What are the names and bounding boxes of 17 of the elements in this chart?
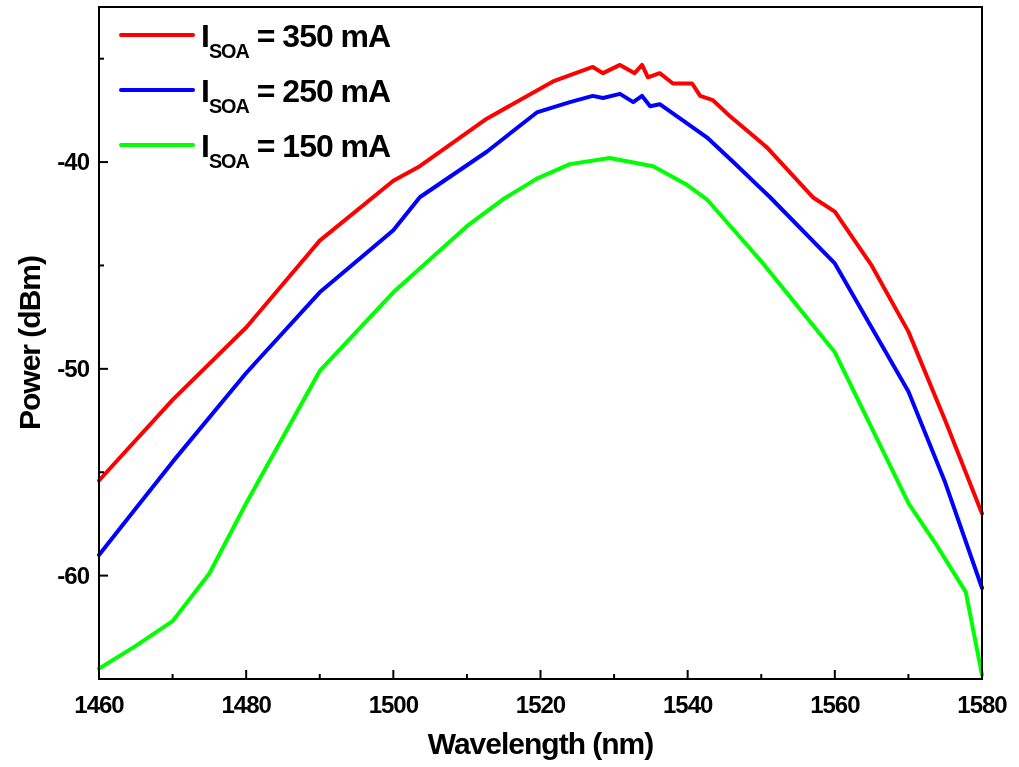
y-tick-label: -60 [57, 561, 90, 589]
x-tick-label: 1500 [368, 691, 419, 718]
legend-label: I$_{SOA}$ = 350 mA [201, 18, 392, 62]
x-tick-label: 1520 [515, 691, 566, 718]
legend-label: I$_{SOA}$ = 150 mA [201, 128, 392, 172]
y-tick-label: -40 [57, 148, 90, 176]
x-tick-label: 1480 [221, 691, 272, 718]
line-series [97, 62, 984, 516]
x-axis-title: Wavelength (nm) [427, 727, 654, 760]
x-tick-label: 1540 [662, 691, 714, 718]
y-tick-label: -50 [57, 354, 90, 382]
y-axis-title: Power (dBm) [13, 255, 46, 431]
legend-label: I$_{SOA}$ = 250 mA [201, 73, 392, 117]
x-tick-label: 1460 [74, 691, 125, 718]
x-tick-label: 1580 [957, 691, 1008, 718]
line-series [97, 155, 984, 677]
x-tick-label: 1560 [810, 691, 861, 718]
